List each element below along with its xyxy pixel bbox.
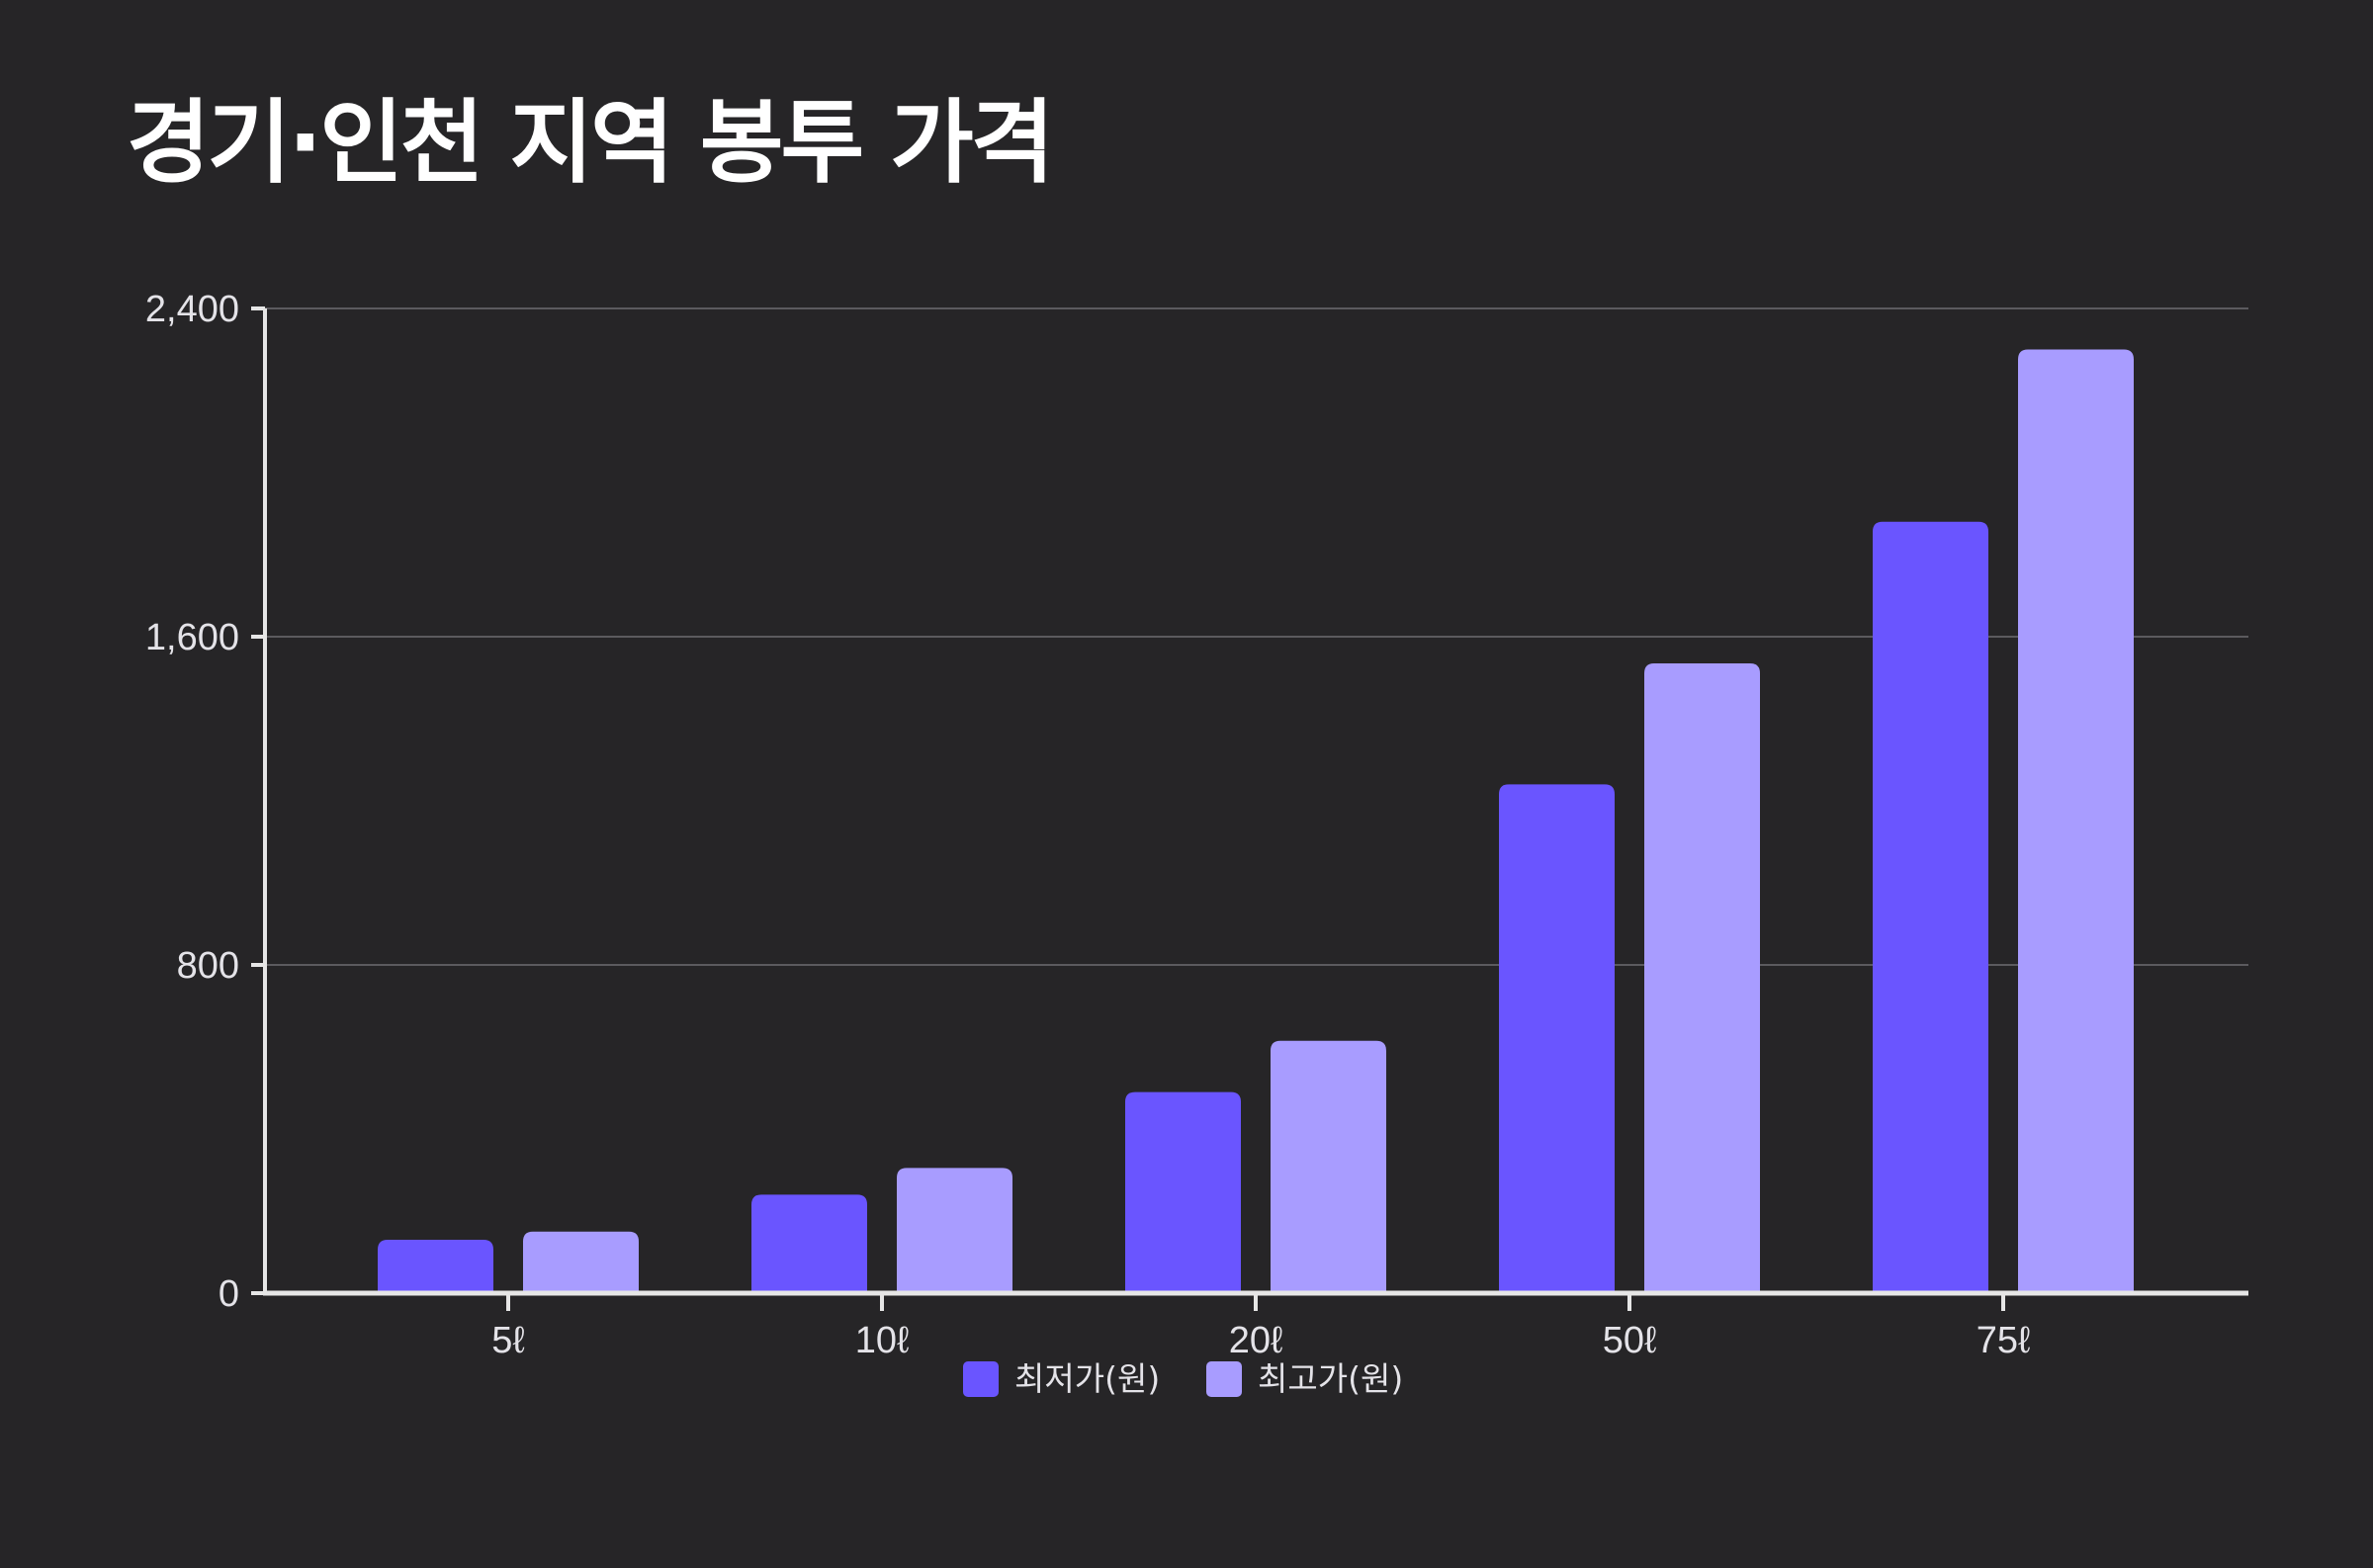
bar-min-0 (378, 1240, 493, 1293)
bars (378, 349, 2134, 1293)
legend-label-min: 최저가(원) (1014, 1359, 1160, 1398)
bar-max-3 (1644, 662, 1760, 1293)
legend-swatch-max (1206, 1361, 1242, 1397)
x-tick-label: 50ℓ (1603, 1320, 1657, 1361)
y-tick-label: 800 (177, 945, 239, 987)
axes (251, 306, 2248, 1311)
bar-max-2 (1271, 1040, 1386, 1293)
y-tick-label: 0 (219, 1273, 239, 1315)
bar-min-3 (1499, 784, 1615, 1293)
chart-title: 경기·인천 지역 봉투 가격 (127, 90, 1054, 196)
bar-min-4 (1873, 521, 1988, 1293)
x-tick-labels: 5ℓ 10ℓ 20ℓ 50ℓ 75ℓ (491, 1320, 2030, 1361)
bar-max-0 (523, 1231, 639, 1293)
legend-label-max: 최고가(원) (1258, 1359, 1403, 1398)
x-tick-label: 5ℓ (491, 1320, 524, 1361)
bar-min-2 (1125, 1091, 1241, 1293)
bar-min-1 (751, 1194, 867, 1293)
legend: 최저가(원) 최고가(원) (963, 1359, 1403, 1398)
bar-max-1 (897, 1168, 1012, 1293)
bar-max-4 (2018, 349, 2134, 1293)
x-tick-label: 10ℓ (855, 1320, 910, 1361)
y-tick-label: 1,600 (145, 617, 239, 658)
x-tick-label: 20ℓ (1229, 1320, 1283, 1361)
x-tick-label: 75ℓ (1977, 1320, 2031, 1361)
y-tick-label: 2,400 (145, 289, 239, 330)
legend-swatch-min (963, 1361, 999, 1397)
y-tick-labels: 0 800 1,600 2,400 (145, 289, 239, 1315)
